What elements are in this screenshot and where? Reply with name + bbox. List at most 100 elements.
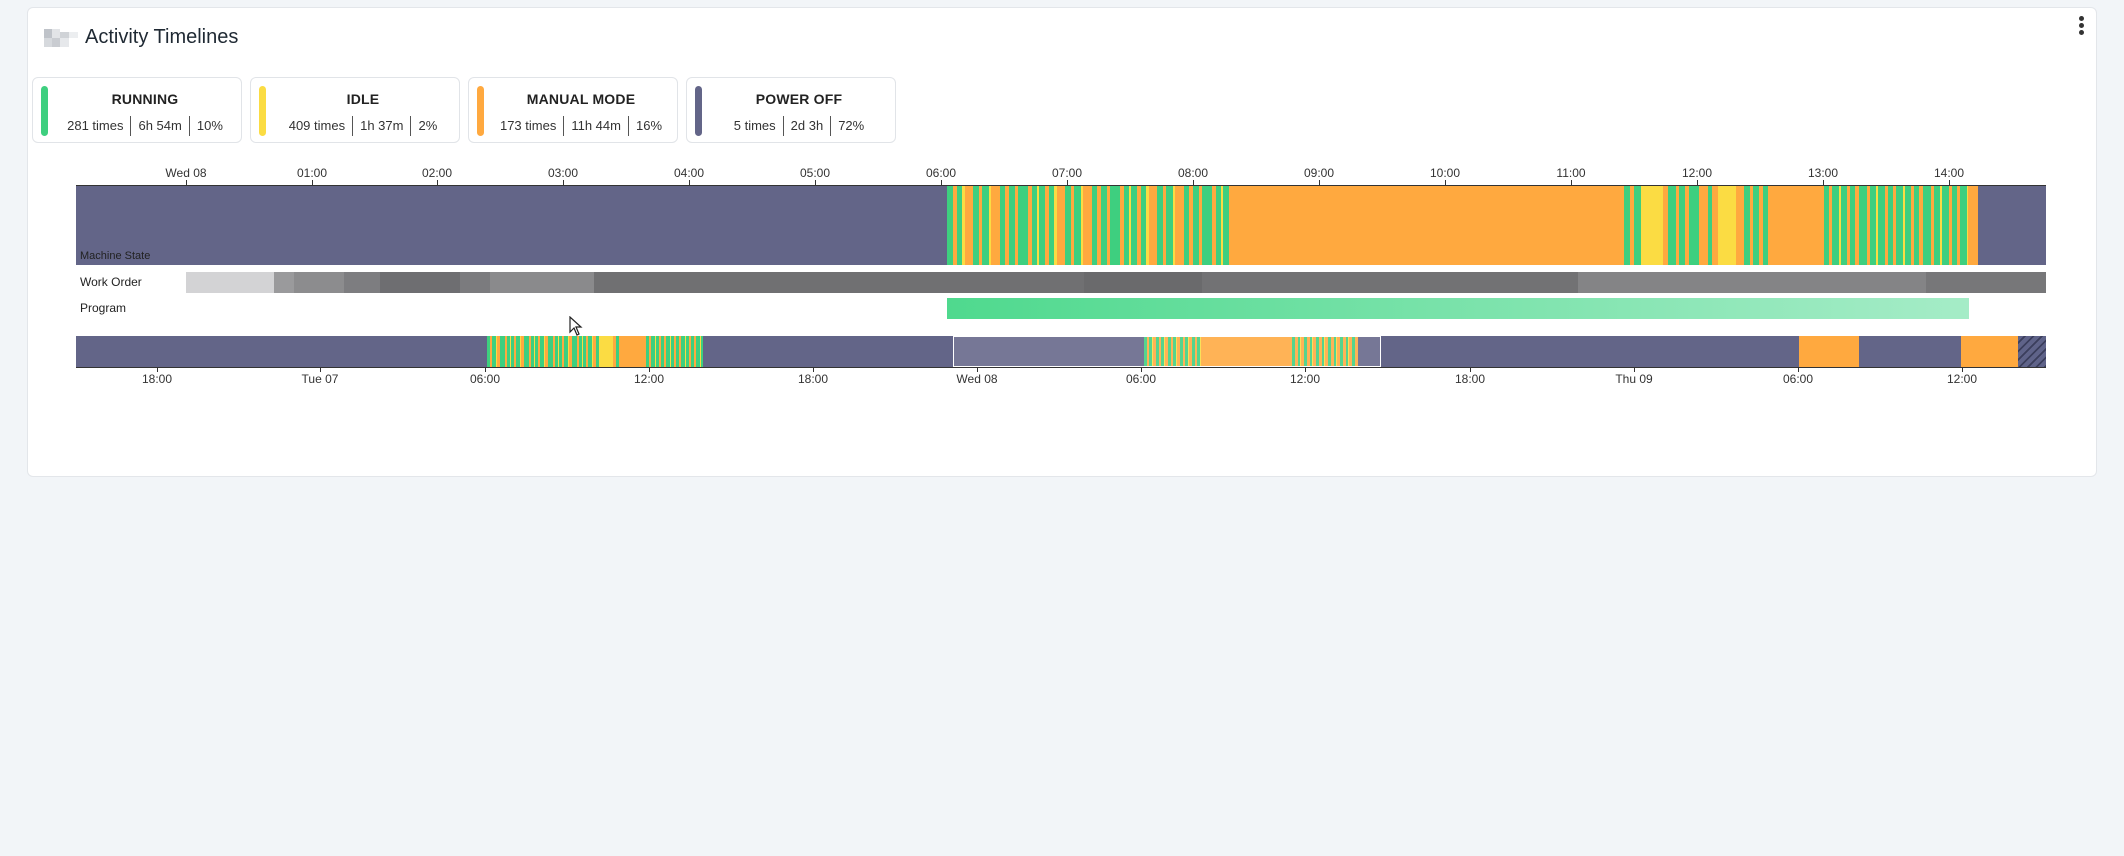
tick-mark: [1141, 367, 1142, 372]
legend-idle[interactable]: IDLE 409 times 1h 37m 2%: [250, 77, 460, 143]
tick-label: 18:00: [1454, 372, 1486, 386]
state-segment: [1039, 186, 1045, 265]
state-segment: [1081, 186, 1083, 265]
tick-mark: [815, 180, 816, 186]
state-segment: [1137, 186, 1141, 265]
state-segment: [1183, 336, 1185, 367]
state-segment: [1110, 186, 1120, 265]
state-segment: [1685, 186, 1689, 265]
state-segment: [514, 336, 516, 367]
legend-times: 281 times: [67, 118, 124, 133]
tick-label: 12:00: [1289, 372, 1321, 386]
state-segment: [1166, 186, 1173, 265]
state-segment: [502, 336, 505, 367]
state-segment: [1176, 336, 1177, 367]
state-segment: [577, 336, 579, 367]
tick-mark: [485, 367, 486, 372]
state-segment: [1216, 186, 1221, 265]
state-segment: [344, 272, 380, 293]
tick-label: 12:00: [1946, 372, 1978, 386]
legend-percent: 2%: [410, 116, 444, 136]
state-segment: [544, 336, 545, 367]
state-segment: [1049, 186, 1054, 265]
state-segment: [1968, 186, 1978, 265]
tick-mark: [312, 180, 313, 186]
state-segment: [1949, 186, 1952, 265]
state-segment: [1097, 186, 1101, 265]
tick-mark: [977, 367, 978, 372]
tick-label: 10:00: [1429, 166, 1461, 180]
tick-label: 13:00: [1807, 166, 1839, 180]
legend-duration: 6h 54m: [130, 116, 188, 136]
legend-manual-mode[interactable]: MANUAL MODE 173 times 11h 44m 16%: [468, 77, 678, 143]
state-segment: [1307, 336, 1310, 367]
state-segment: [1355, 336, 1358, 367]
tick-label: 03:00: [547, 166, 579, 180]
state-segment: [1718, 186, 1736, 265]
legend-power-off[interactable]: POWER OFF 5 times 2d 3h 72%: [686, 77, 896, 143]
state-segment: [1736, 186, 1744, 265]
state-segment: [649, 336, 651, 367]
state-segment: [596, 336, 598, 367]
state-segment: [1893, 186, 1896, 265]
state-segment: [691, 336, 694, 367]
state-segment: [558, 336, 559, 367]
state-segment: [505, 336, 507, 367]
tick-label: 14:00: [1933, 166, 1965, 180]
state-segment: [1045, 186, 1049, 265]
state-segment: [1952, 186, 1957, 265]
state-segment: [1885, 186, 1888, 265]
state-segment: [380, 272, 460, 293]
state-segment: [1923, 186, 1931, 265]
state-segment: [1159, 336, 1161, 367]
state-segment: [1175, 186, 1184, 265]
state-segment: [1744, 186, 1750, 265]
state-segment: [1668, 186, 1676, 265]
work-order-track[interactable]: [186, 272, 2046, 293]
state-segment: [1942, 186, 1949, 265]
state-segment: [1161, 336, 1164, 367]
state-segment: [674, 336, 676, 367]
state-segment: [460, 272, 490, 293]
tick-label: 11:00: [1556, 166, 1586, 180]
legend-running[interactable]: RUNNING 281 times 6h 54m 10%: [32, 77, 242, 143]
state-segment: [676, 336, 679, 367]
more-options-icon[interactable]: [2074, 14, 2088, 38]
state-segment: [1876, 186, 1878, 265]
state-segment: [500, 336, 502, 367]
state-segment: [1054, 186, 1057, 265]
state-segment: [1934, 186, 1940, 265]
state-segment: [1634, 186, 1641, 265]
overview-track[interactable]: [76, 336, 2046, 367]
state-segment: [1018, 186, 1028, 265]
machine-state-track[interactable]: Machine State: [76, 186, 2046, 265]
program-label: Program: [80, 301, 127, 315]
program-bar[interactable]: [947, 298, 1969, 319]
state-segment: [1312, 336, 1313, 367]
state-segment: [1131, 186, 1137, 265]
state-segment: [548, 336, 550, 367]
state-segment: [1201, 336, 1202, 367]
tick-mark: [1067, 180, 1068, 186]
state-segment: [1832, 186, 1839, 265]
axis-line: [76, 367, 2046, 368]
tick-label: 02:00: [421, 166, 453, 180]
state-segment: [1839, 186, 1841, 265]
tick-mark: [1798, 367, 1799, 372]
state-segment: [535, 336, 538, 367]
state-segment: [274, 272, 294, 293]
state-segment: [1624, 186, 1630, 265]
tick-mark: [1962, 367, 1963, 372]
state-segment: [511, 336, 514, 367]
state-segment: [1173, 336, 1176, 367]
tick-mark: [1949, 180, 1950, 186]
state-segment: [1957, 186, 1960, 265]
range-selection-brush[interactable]: [953, 336, 1381, 367]
state-segment: [1188, 336, 1189, 367]
state-segment: [1859, 186, 1867, 265]
mouse-cursor-icon: [569, 316, 583, 336]
state-segment: [1212, 186, 1216, 265]
state-segment: [1005, 186, 1009, 265]
state-segment: [1141, 186, 1146, 265]
state-segment: [1343, 336, 1346, 367]
